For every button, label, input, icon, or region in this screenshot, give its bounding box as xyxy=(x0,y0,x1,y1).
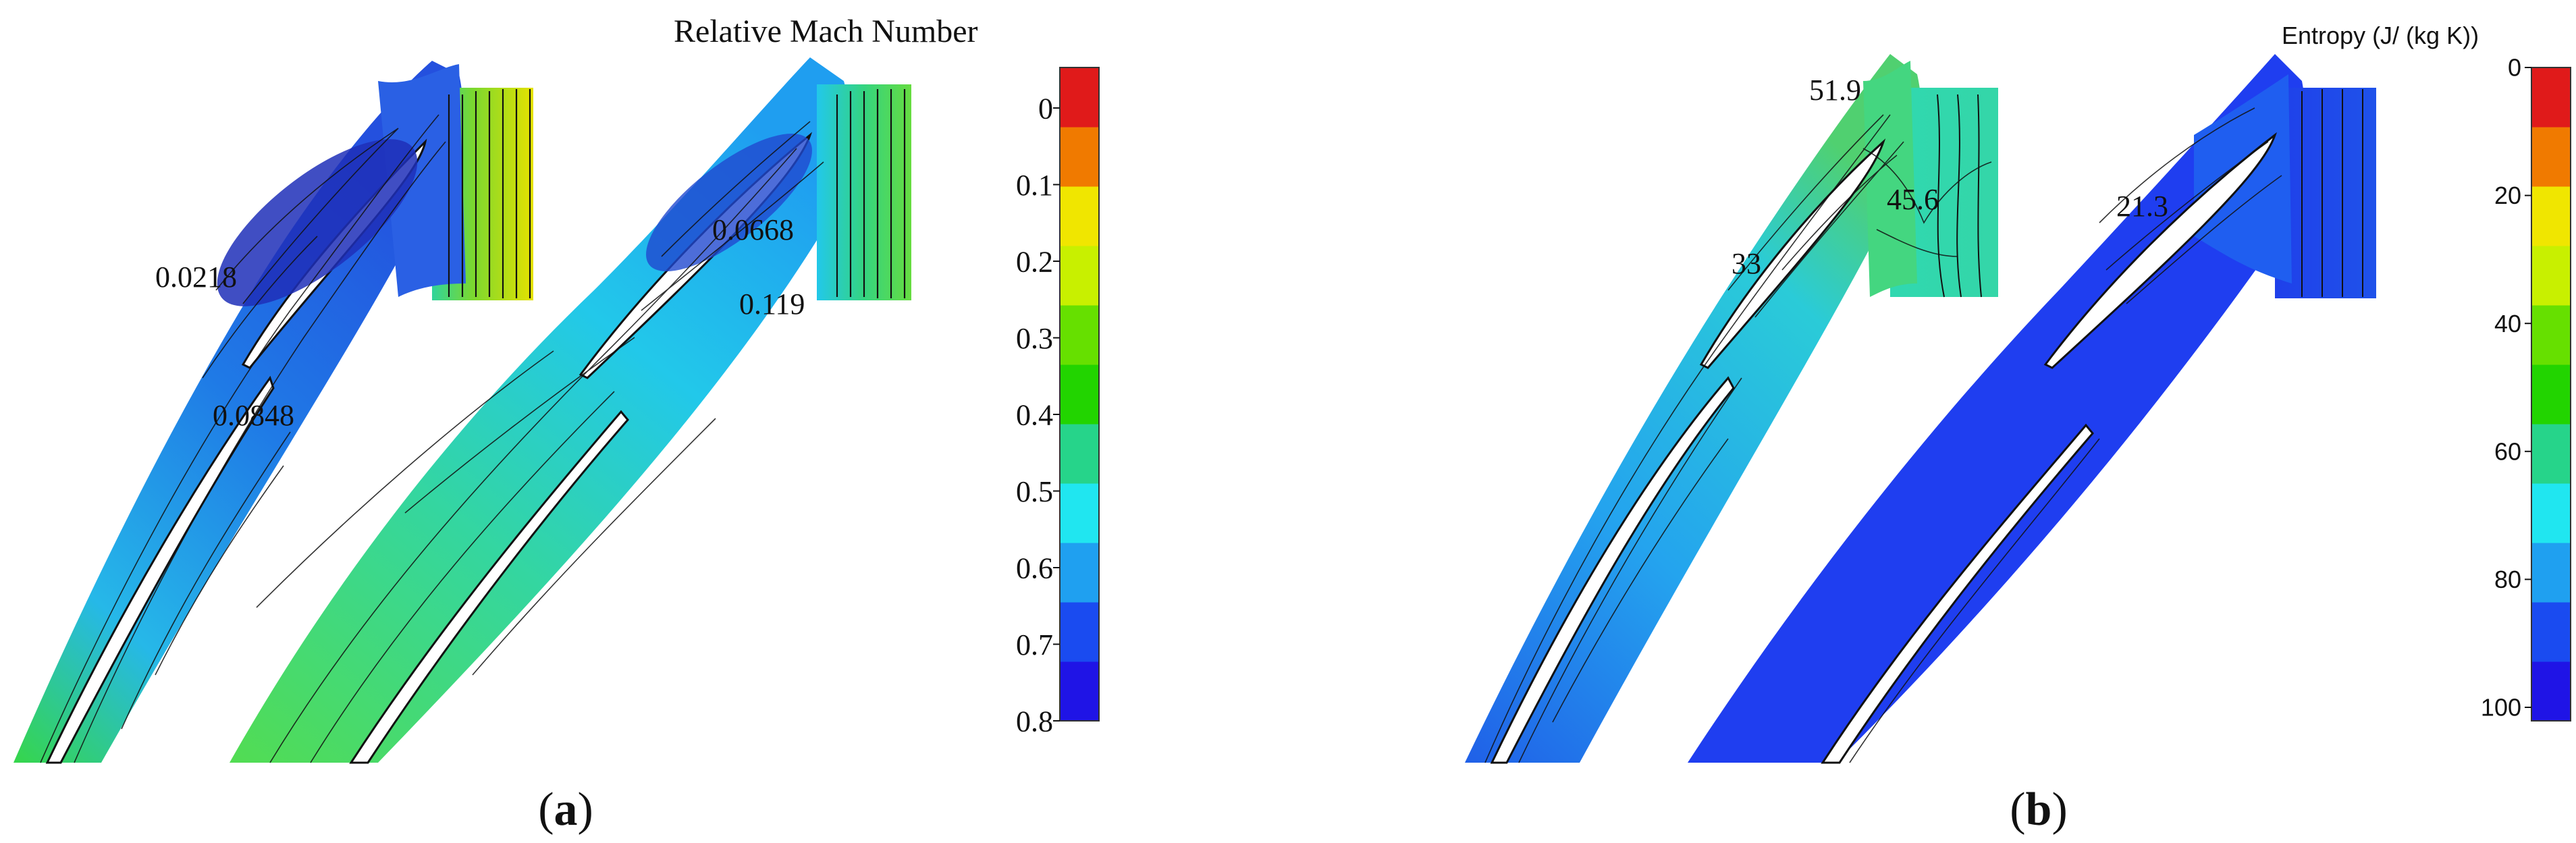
annotation-b-4: 21.3 xyxy=(2116,190,2168,223)
annotation-a-2: 0.0848 xyxy=(213,399,294,432)
colorbar-segment xyxy=(1060,602,1099,662)
contours-a xyxy=(40,114,824,763)
colorbar-tick-label: 0.1 xyxy=(1016,169,1053,202)
caption-a: (a) xyxy=(538,784,593,836)
colorbar-tick-label: 20 xyxy=(2494,182,2521,209)
colorbar-a-ticks: 0 0.1 0.2 0.3 0.4 0.5 0.6 0.7 0.8 xyxy=(1016,92,1060,738)
annotation-b-1: 51.9 xyxy=(1809,74,1861,107)
colorbar-segment xyxy=(1060,246,1099,306)
annotation-a-1: 0.0218 xyxy=(155,261,237,294)
colorbar-title-b: Entropy (J/ (kg K)) xyxy=(2282,22,2479,49)
colorbar-tick-label: 0.4 xyxy=(1016,398,1053,431)
colorbar-tick-label: 0.2 xyxy=(1016,245,1053,278)
colorbar-a xyxy=(1059,67,1100,722)
colorbar-segment xyxy=(1060,364,1099,425)
contours-b xyxy=(1484,107,2282,763)
colorbar-frame xyxy=(1059,67,1100,722)
colorbar-segment xyxy=(2531,602,2571,662)
colorbar-segment xyxy=(1060,543,1099,603)
colorbar-frame xyxy=(2531,67,2571,722)
colorbar-tick-label: 0.5 xyxy=(1016,475,1053,508)
outlet-b2 xyxy=(2275,88,2376,298)
colorbar-segment xyxy=(2531,127,2571,187)
colorbar-segment xyxy=(1060,661,1099,722)
colorbar-tick-label: 80 xyxy=(2494,566,2521,593)
colorbar-segment xyxy=(2531,186,2571,246)
colorbar-segment xyxy=(2531,67,2571,128)
panel-b: 51.9 45.6 33 21.3 Entropy (J/ (kg K)) 0 2… xyxy=(1465,22,2571,836)
blade-b2 xyxy=(2043,132,2277,369)
colorbar-tick-label: 0 xyxy=(2508,54,2521,82)
panel-a: 0.0218 0.0848 0.0668 0.119 Relative Mach… xyxy=(14,13,1100,836)
colorbar-b xyxy=(2531,67,2571,722)
colorbar-b-ticks: 0 20 40 60 80 100 xyxy=(2481,54,2531,722)
colorbar-segment xyxy=(1060,67,1099,128)
colorbar-segment xyxy=(1060,186,1099,246)
colorbar-tick-label: 0.7 xyxy=(1016,628,1053,661)
blade-b1 xyxy=(1699,138,1886,369)
annotation-b-2: 45.6 xyxy=(1887,183,1939,216)
colorbar-tick-label: 0.6 xyxy=(1016,551,1053,584)
colorbar-tick-label: 0.8 xyxy=(1016,705,1053,738)
colorbar-segment xyxy=(2531,364,2571,425)
colorbar-segment xyxy=(1060,305,1099,365)
annotation-b-3: 33 xyxy=(1732,247,1761,280)
annotation-a-3: 0.0668 xyxy=(712,213,794,246)
colorbar-tick-label: 40 xyxy=(2494,310,2521,337)
annotation-a-4: 0.119 xyxy=(739,288,805,321)
colorbar-segment xyxy=(2531,661,2571,722)
colorbar-segment xyxy=(1060,127,1099,187)
colorbar-segment xyxy=(1060,483,1099,543)
colorbar-tick-label: 60 xyxy=(2494,437,2521,465)
colorbar-tick-label: 100 xyxy=(2481,694,2521,722)
colorbar-tick-label: 0.3 xyxy=(1016,322,1053,355)
colorbar-segment xyxy=(2531,424,2571,484)
colorbar-tick-label: 0 xyxy=(1038,92,1053,125)
colorbar-title-a: Relative Mach Number xyxy=(674,13,978,49)
colorbar-segment xyxy=(2531,543,2571,603)
colorbar-segment xyxy=(2531,246,2571,306)
colorbar-segment xyxy=(2531,305,2571,365)
colorbar-segment xyxy=(2531,483,2571,543)
colorbar-segment xyxy=(1060,424,1099,484)
caption-b: (b) xyxy=(2010,784,2068,836)
